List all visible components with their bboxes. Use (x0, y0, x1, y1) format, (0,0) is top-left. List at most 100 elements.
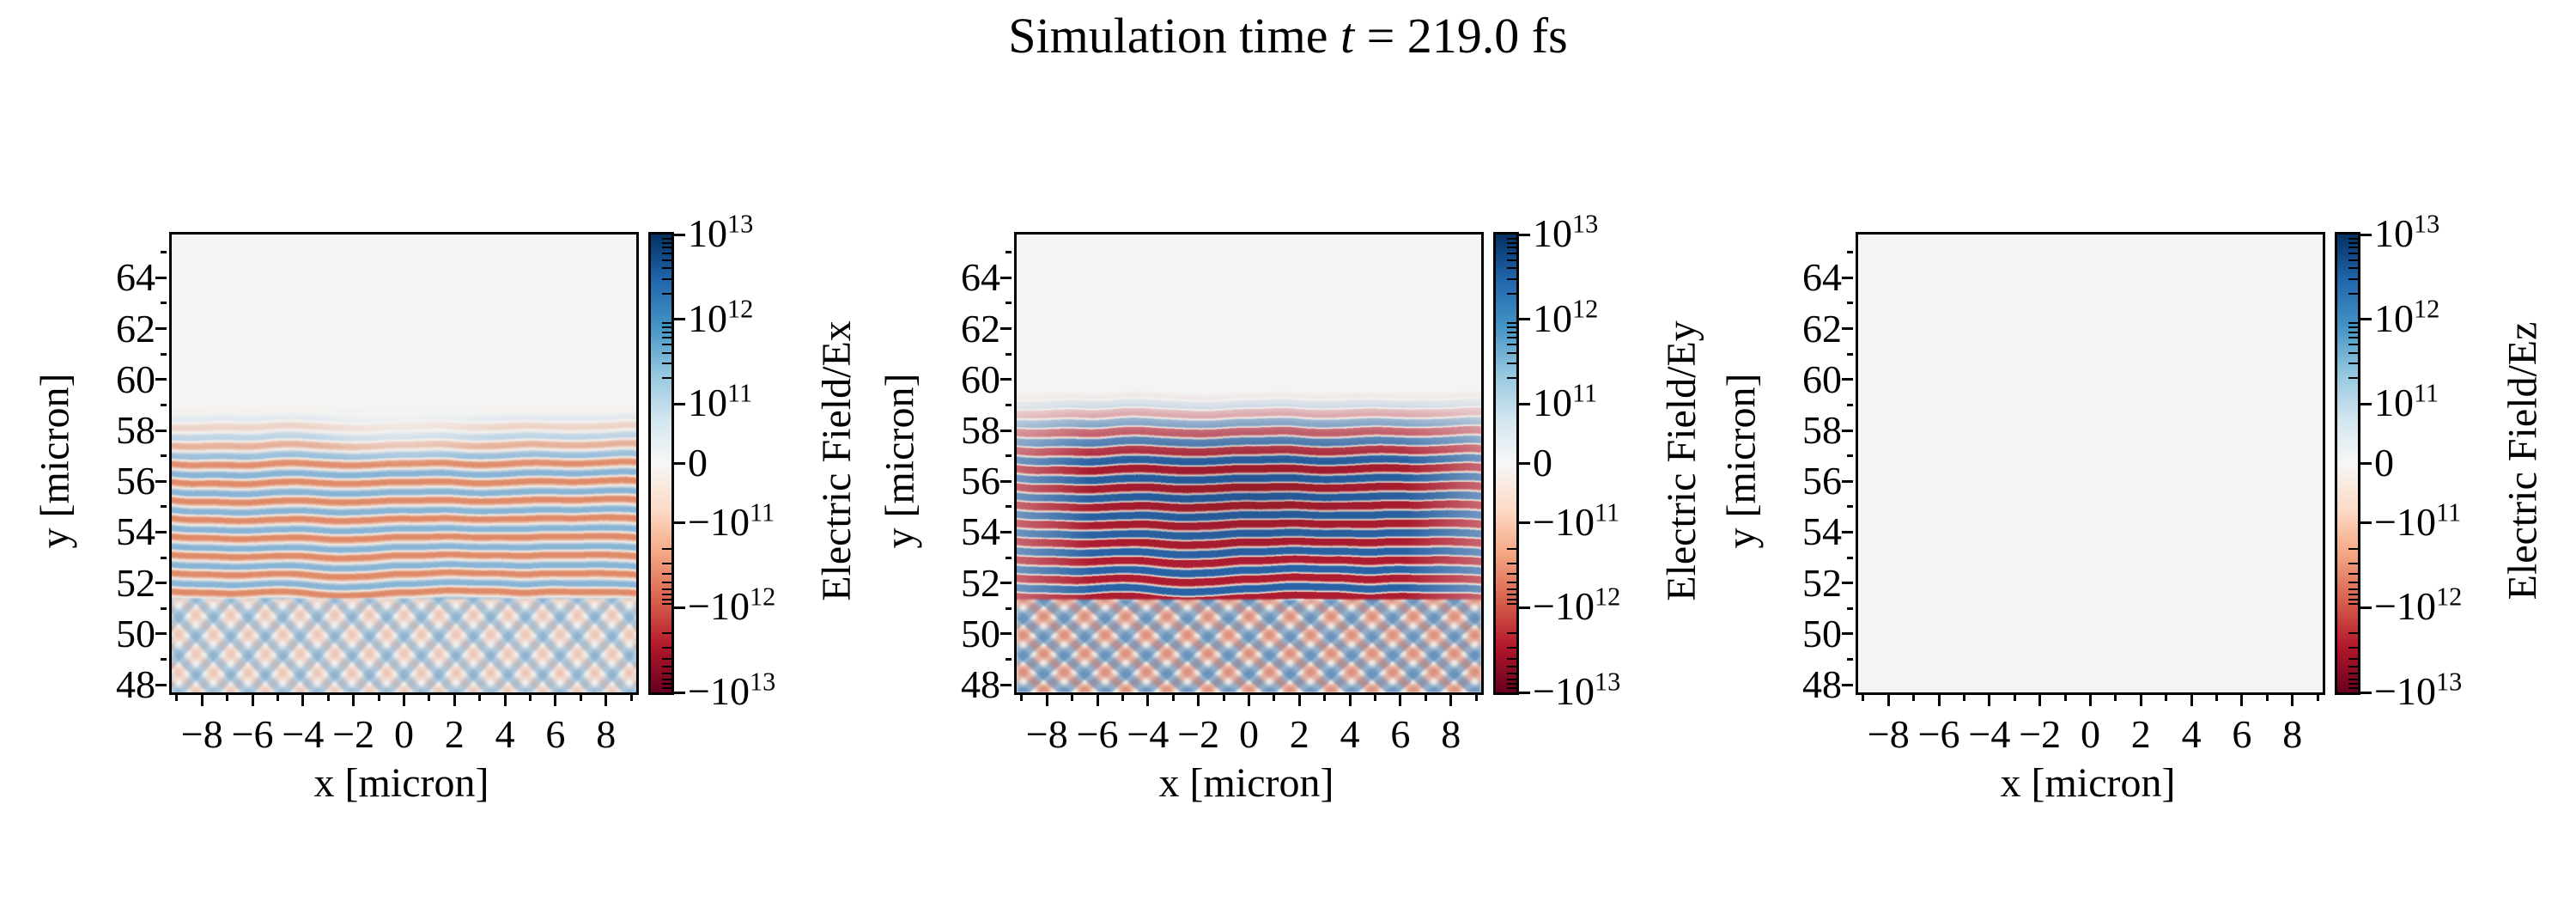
y-minor-tick (1005, 556, 1012, 559)
colorbar-minor-tick (662, 683, 671, 686)
colorbar-minor-tick (2348, 547, 2358, 550)
x-tick-label-text: 0 (2081, 712, 2100, 756)
y-tick-label-text: 48 (116, 662, 155, 707)
y-minor-tick (1847, 606, 1853, 610)
y-tick-label: 62 (52, 307, 155, 351)
colorbar-tick-label: 1011 (688, 381, 834, 425)
colorbar-tick-base: 10 (688, 296, 727, 340)
x-minor-tick (1424, 695, 1427, 701)
x-tick-label-text: 2 (444, 712, 465, 756)
colorbar-minor-tick (2348, 673, 2358, 675)
x-minor-tick (2013, 695, 2016, 701)
colorbar-tick-base: 10 (1554, 669, 1595, 713)
colorbar-tick-label: 1011 (2374, 381, 2520, 425)
x-major-tick (1248, 695, 1250, 706)
x-major-tick (251, 695, 254, 706)
x-minor-tick (2165, 695, 2168, 701)
y-major-tick (155, 683, 167, 686)
y-minor-tick (161, 606, 167, 610)
x-major-tick (200, 695, 204, 706)
y-tick-label-text: 58 (116, 408, 155, 453)
y-tick-label: 60 (1739, 357, 1842, 402)
x-tick-label: −2 (2002, 712, 2079, 757)
colorbar-major-tick (674, 606, 685, 609)
y-major-tick (1842, 683, 1853, 686)
x-tick-label: −6 (214, 712, 291, 757)
x-major-tick (352, 695, 355, 706)
y-minor-tick (161, 352, 167, 356)
y-major-tick (155, 327, 167, 331)
y-tick-label-text: 56 (961, 459, 1000, 503)
y-minor-tick (1005, 505, 1012, 509)
y-tick-label-text: 52 (116, 560, 155, 605)
colorbar-tick-base: 10 (2374, 381, 2414, 425)
x-minor-tick (1273, 695, 1276, 701)
y-major-tick (155, 429, 167, 432)
colorbar-minor-tick (1507, 673, 1516, 675)
y-tick-label: 56 (897, 459, 1000, 503)
x-tick-label: 8 (1413, 712, 1490, 757)
figure-title-suffix: = 219.0 fs (1354, 8, 1568, 64)
y-minor-tick (161, 251, 167, 254)
colorbar-minor-tick (2348, 666, 2358, 668)
colorbar-tick-exponent: 11 (2414, 378, 2439, 408)
x-axis-label-text: x [micron] (313, 760, 489, 806)
x-tick-label: −6 (1059, 712, 1136, 757)
zero-field-background (1858, 235, 2323, 692)
colorbar-tick-sign: − (1533, 499, 1555, 544)
x-major-tick (1146, 695, 1150, 706)
colorbar-minor-tick (1507, 363, 1516, 365)
x-major-tick (2240, 695, 2244, 706)
colorbar-minor-tick (662, 352, 671, 355)
colorbar-minor-tick (1507, 581, 1516, 583)
colorbar-major-tick (1519, 691, 1530, 694)
x-tick-label-text: 6 (1390, 712, 1411, 756)
y-minor-tick (161, 556, 167, 559)
x-minor-tick (1121, 695, 1124, 701)
colorbar-minor-tick (1507, 292, 1516, 295)
y-major-tick (1000, 632, 1012, 636)
colorbar-minor-tick (2348, 267, 2358, 270)
y-major-tick (1842, 276, 1853, 279)
y-minor-tick (161, 454, 167, 458)
colorbar-minor-tick (662, 259, 671, 261)
colorbar-minor-tick (2348, 241, 2358, 244)
colorbar-tick-label: 1012 (688, 296, 834, 341)
y-tick-label-text: 60 (961, 357, 1000, 401)
colorbar-minor-tick (1507, 683, 1516, 686)
colorbar-minor-tick (1507, 277, 1516, 280)
colorbar-minor-tick (662, 377, 671, 380)
colorbar-tick-exponent: 11 (1594, 497, 1620, 527)
colorbar-minor-tick (662, 241, 671, 244)
x-tick-label: 6 (517, 712, 594, 757)
colorbar-major-tick (674, 233, 685, 236)
colorbar-minor-tick (2348, 363, 2358, 365)
y-tick-label-text: 54 (1802, 509, 1842, 554)
ex-interference-region (172, 599, 636, 692)
y-major-tick (1000, 479, 1012, 483)
colorbar-minor-tick (662, 687, 671, 690)
colorbar-minor-tick (1507, 377, 1516, 380)
colorbar-major-tick (2360, 521, 2372, 525)
y-minor-tick (1005, 302, 1012, 305)
colorbar-minor-tick (662, 344, 671, 346)
y-minor-tick (1847, 251, 1853, 254)
y-major-tick (155, 378, 167, 381)
colorbar-tick-sign: − (2374, 584, 2397, 629)
y-major-tick (1842, 327, 1853, 331)
colorbar-minor-tick (662, 598, 671, 600)
colorbar-tick-label: −1011 (2374, 499, 2520, 545)
colorbar-minor-tick (2348, 321, 2358, 324)
heatmap-ey (1014, 232, 1484, 695)
x-tick-label-text: 8 (596, 712, 617, 756)
x-minor-tick (175, 695, 179, 701)
y-tick-label-text: 54 (961, 509, 1000, 554)
y-major-tick (1842, 429, 1853, 432)
x-minor-tick (1862, 695, 1865, 701)
colorbar-minor-tick (1507, 588, 1516, 590)
colorbar-minor-tick (1507, 237, 1516, 240)
colorbar-tick-base: 10 (688, 381, 727, 425)
colorbar-minor-tick (2348, 593, 2358, 595)
colorbar-minor-tick (1507, 666, 1516, 668)
colorbar-minor-tick (2348, 352, 2358, 355)
